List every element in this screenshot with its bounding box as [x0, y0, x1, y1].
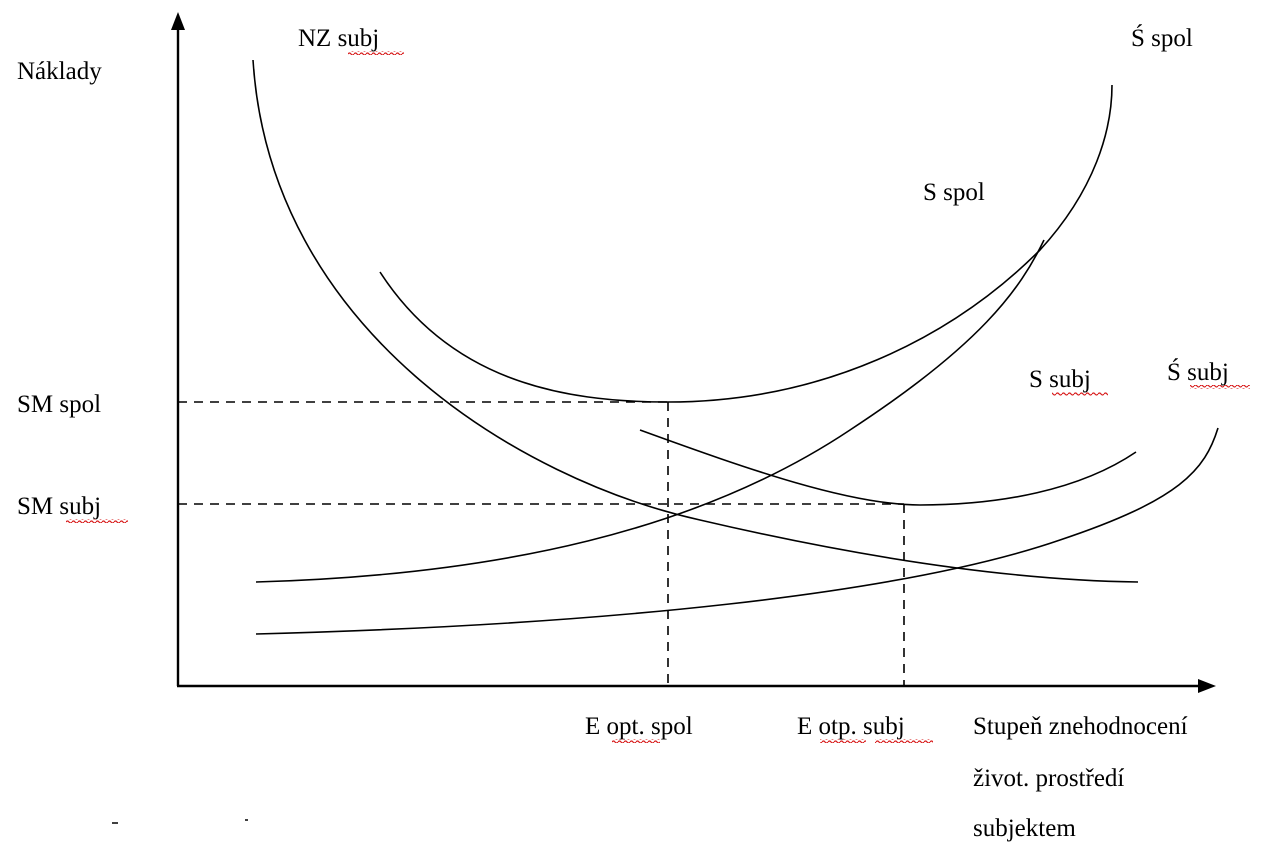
- reference-lines: [178, 401, 905, 686]
- x-axis-label-line-1: Stupeň znehodnocení: [973, 713, 1188, 740]
- spellcheck-underline: [1052, 392, 1108, 396]
- s-hat-spol-curve: [379, 84, 1113, 403]
- sm-spol-label: SM spol: [17, 391, 101, 418]
- nz-subj-label: NZ subj: [298, 25, 379, 52]
- s-subj-curve: [255, 239, 1045, 583]
- y-axis-label: Náklady: [17, 58, 102, 85]
- spellcheck-underline: [875, 739, 933, 743]
- axes: [171, 12, 1216, 693]
- curves: [252, 59, 1219, 635]
- e-otp-subj-label: E otp. subj: [797, 713, 905, 740]
- s-spol-label: S spol: [923, 179, 985, 206]
- spellcheck-underline: [1190, 385, 1250, 389]
- nz-subj-curve: [252, 59, 1139, 583]
- y-axis-arrowhead: [171, 12, 185, 30]
- spellcheck-underline: [348, 51, 404, 55]
- spellcheck-underline: [820, 739, 866, 743]
- x-axis-arrowhead: [1198, 679, 1216, 693]
- s-spol-curve: [639, 429, 1137, 506]
- x-axis-label-line-3: subjektem: [973, 815, 1076, 842]
- spellcheck-underline: [66, 519, 128, 523]
- s-hat-subj-label: Ś subj: [1167, 358, 1229, 386]
- s-hat-spol-label: Ś spol: [1131, 24, 1193, 52]
- s-subj-label: S subj: [1029, 366, 1091, 393]
- x-axis-label-line-2: život. prostředí: [973, 765, 1124, 792]
- e-opt-spol-label: E opt. spol: [585, 713, 693, 740]
- s-hat-subj-curve: [255, 427, 1219, 635]
- sm-subj-label: SM subj: [17, 493, 101, 520]
- spellcheck-underline: [612, 739, 660, 743]
